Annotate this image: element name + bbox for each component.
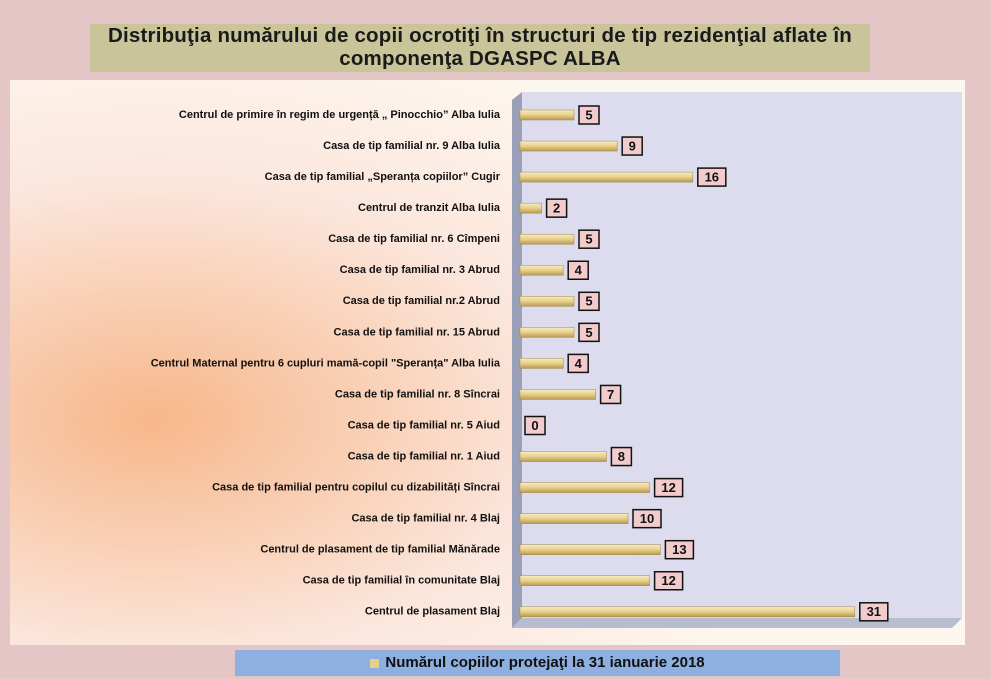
y-tick-label: Centrul de tranzit Alba Iulia <box>358 202 501 214</box>
y-tick-label: Casa de tip familial nr. 6 Cîmpeni <box>328 233 500 245</box>
value-label: 7 <box>607 387 614 402</box>
value-label: 0 <box>531 418 538 433</box>
value-label-box <box>599 384 622 405</box>
y-tick-label: Casa de tip familial în comunitate Blaj <box>303 575 500 587</box>
y-tick-label: Casa de tip familial nr. 5 Aiud <box>348 419 500 431</box>
y-tick-label: Centrul de plasament de tip familial Măn… <box>260 544 500 556</box>
bar <box>519 451 607 462</box>
y-tick-label: Casa de tip familial „Speranța copiilor”… <box>265 171 501 183</box>
value-label-box <box>610 446 633 467</box>
y-tick-label: Casa de tip familial pentru copilul cu d… <box>212 482 500 494</box>
value-label-box <box>664 539 695 560</box>
value-label-box <box>545 198 568 218</box>
bar <box>519 109 575 121</box>
bar <box>519 575 650 586</box>
y-tick-label: Casa de tip familial nr. 9 Alba Iulia <box>323 140 501 152</box>
value-label-box <box>578 322 600 343</box>
value-label-box <box>578 229 600 249</box>
y-tick-label: Casa de tip familial nr. 15 Abrud <box>334 326 500 338</box>
plot-floor <box>512 618 962 628</box>
bar <box>519 544 661 555</box>
y-tick-label: Centrul de primire în regim de urgență „… <box>179 109 501 121</box>
value-label: 5 <box>585 294 592 309</box>
value-label: 31 <box>867 604 881 619</box>
value-label-box <box>578 105 600 125</box>
bar <box>519 140 618 152</box>
value-label: 12 <box>661 573 675 588</box>
chart-title: Distribuţia numărului de copii ocrotiţi … <box>90 24 870 72</box>
bar <box>519 606 856 618</box>
value-label: 4 <box>575 356 583 371</box>
value-label: 5 <box>585 232 592 247</box>
legend-swatch <box>370 658 380 668</box>
value-label-box <box>524 415 546 436</box>
value-label: 10 <box>640 511 654 526</box>
bar <box>519 358 564 369</box>
value-label-box <box>653 477 684 498</box>
bar <box>519 233 575 245</box>
y-tick-label: Casa de tip familial nr.2 Abrud <box>343 295 500 307</box>
value-label-box <box>859 602 889 622</box>
bar <box>519 265 564 276</box>
plot-area <box>512 92 962 628</box>
value-label: 8 <box>618 449 625 464</box>
bar <box>519 513 629 524</box>
value-label-box <box>567 260 589 280</box>
value-label: 5 <box>585 107 592 122</box>
bar <box>519 327 575 338</box>
bar <box>519 482 650 493</box>
value-label-box <box>621 136 643 156</box>
y-tick-label: Casa de tip familial nr. 4 Blaj <box>351 513 500 525</box>
value-label-box <box>578 291 600 312</box>
y-tick-label: Centrul de plasament Blaj <box>365 606 500 618</box>
value-label: 2 <box>553 201 560 216</box>
value-label: 12 <box>661 480 675 495</box>
bar <box>519 389 596 400</box>
y-tick-label: Casa de tip familial nr. 3 Abrud <box>340 264 500 276</box>
legend: Numărul copiilor protejaţi la 31 ianuari… <box>235 650 840 676</box>
value-label-box <box>653 571 684 591</box>
value-label: 9 <box>629 138 636 153</box>
value-label: 16 <box>705 170 719 185</box>
y-tick-label: Centrul Maternal pentru 6 cupluri mamă-c… <box>151 357 501 369</box>
value-label-box <box>632 508 662 529</box>
y-tick-label: Casa de tip familial nr. 1 Aiud <box>348 450 500 462</box>
legend-label: Numărul copiilor protejaţi la 31 ianuari… <box>385 654 705 671</box>
value-label: 13 <box>672 542 686 557</box>
bar <box>519 296 575 307</box>
bar <box>519 171 694 183</box>
y-tick-label: Casa de tip familial nr. 8 Sîncrai <box>335 388 500 400</box>
value-label-box <box>697 167 727 187</box>
value-label: 4 <box>575 263 583 278</box>
value-label: 5 <box>585 325 592 340</box>
value-label-box <box>567 353 589 374</box>
bar <box>519 202 542 214</box>
plot-wall <box>512 92 522 628</box>
